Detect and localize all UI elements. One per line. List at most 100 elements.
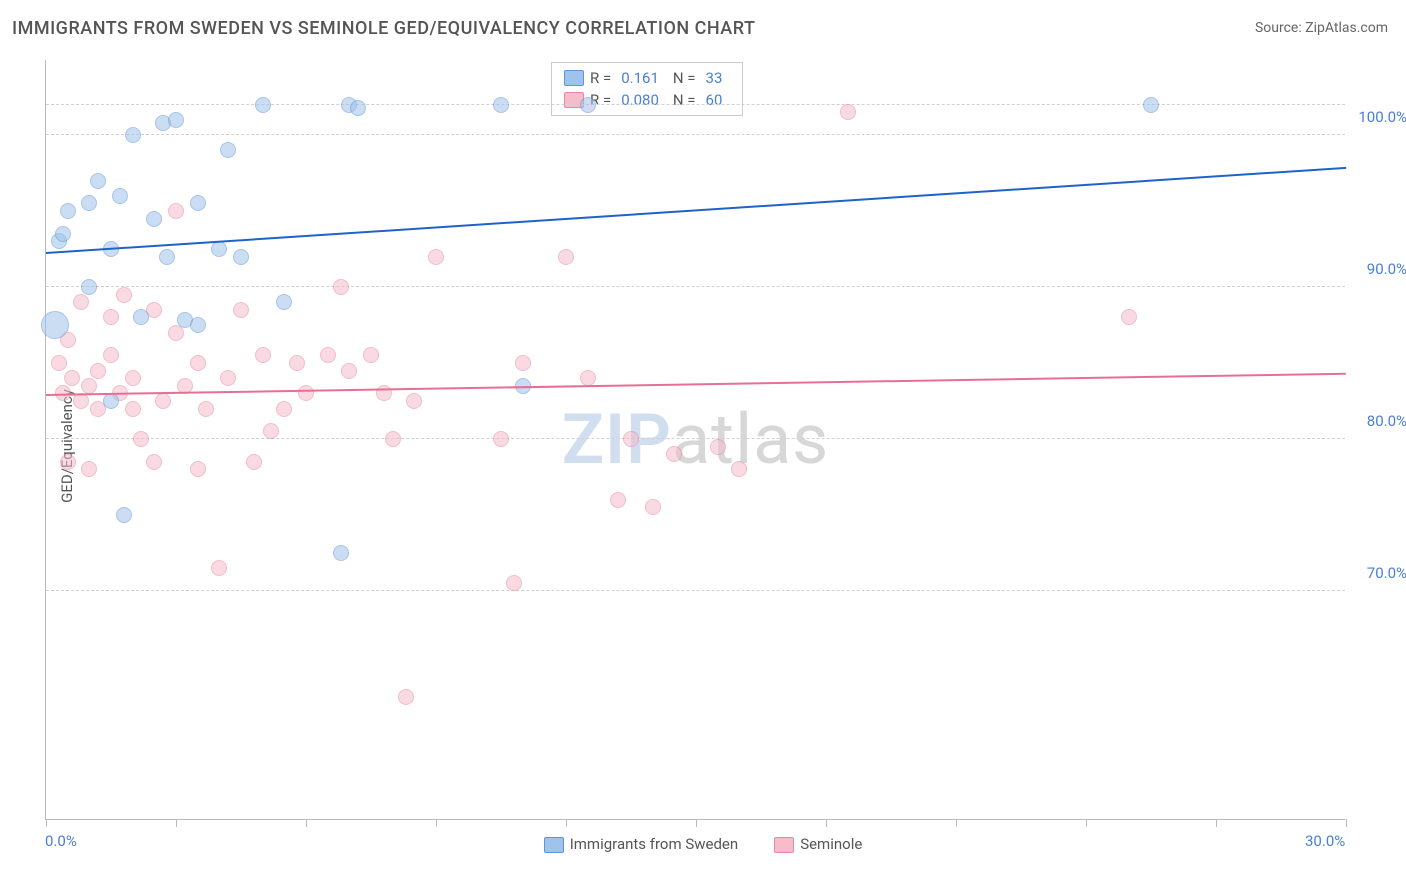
x-tick	[436, 819, 437, 827]
watermark-atlas: atlas	[672, 399, 829, 481]
chart-container: IMMIGRANTS FROM SWEDEN VS SEMINOLE GED/E…	[0, 0, 1406, 892]
data-point	[1143, 97, 1159, 113]
x-tick	[696, 819, 697, 827]
series-legend: Immigrants from Sweden Seminole	[0, 835, 1406, 853]
gridline-h	[46, 438, 1345, 439]
data-point	[341, 363, 357, 379]
data-point	[211, 241, 227, 257]
data-point	[645, 499, 661, 515]
x-tick	[1216, 819, 1217, 827]
data-point	[363, 347, 379, 363]
data-point	[398, 689, 414, 705]
x-tick	[566, 819, 567, 827]
data-point	[81, 378, 97, 394]
legend-swatch	[774, 837, 794, 853]
data-point	[133, 309, 149, 325]
data-point	[666, 446, 682, 462]
data-point	[1121, 309, 1137, 325]
data-point	[493, 431, 509, 447]
data-point	[233, 302, 249, 318]
data-point	[428, 249, 444, 265]
data-point	[220, 370, 236, 386]
data-point	[81, 461, 97, 477]
data-point	[710, 439, 726, 455]
data-point	[81, 279, 97, 295]
data-point	[60, 203, 76, 219]
data-point	[840, 104, 856, 120]
legend-r-value: 0.080	[621, 89, 659, 111]
legend-n-label: N =	[673, 67, 696, 89]
data-point	[41, 311, 69, 339]
data-point	[190, 461, 206, 477]
chart-title: IMMIGRANTS FROM SWEDEN VS SEMINOLE GED/E…	[12, 18, 755, 39]
data-point	[155, 393, 171, 409]
data-point	[276, 401, 292, 417]
legend-r-value: 0.161	[621, 67, 659, 89]
data-point	[51, 355, 67, 371]
data-point	[220, 142, 236, 158]
data-point	[125, 127, 141, 143]
data-point	[103, 309, 119, 325]
y-tick-label: 70.0%	[1367, 564, 1406, 582]
data-point	[112, 188, 128, 204]
data-point	[580, 97, 596, 113]
x-tick	[1086, 819, 1087, 827]
x-tick	[46, 819, 47, 827]
data-point	[125, 370, 141, 386]
data-point	[81, 195, 97, 211]
data-point	[168, 112, 184, 128]
data-point	[493, 97, 509, 113]
data-point	[610, 492, 626, 508]
footer-legend-item: Immigrants from Sweden	[544, 835, 738, 853]
data-point	[168, 203, 184, 219]
data-point	[190, 355, 206, 371]
data-point	[233, 249, 249, 265]
data-point	[558, 249, 574, 265]
source-attribution: Source: ZipAtlas.com	[1255, 20, 1388, 36]
data-point	[190, 195, 206, 211]
data-point	[125, 401, 141, 417]
x-tick-label: 30.0%	[1305, 832, 1345, 850]
data-point	[385, 431, 401, 447]
data-point	[289, 355, 305, 371]
data-point	[406, 393, 422, 409]
trend-line	[46, 166, 1346, 253]
x-tick	[956, 819, 957, 827]
x-tick-label: 0.0%	[45, 832, 77, 850]
data-point	[116, 287, 132, 303]
data-point	[133, 431, 149, 447]
data-point	[623, 431, 639, 447]
data-point	[103, 393, 119, 409]
y-tick-label: 90.0%	[1367, 260, 1406, 278]
data-point	[90, 363, 106, 379]
data-point	[580, 370, 596, 386]
data-point	[146, 211, 162, 227]
data-point	[255, 97, 271, 113]
data-point	[90, 173, 106, 189]
gridline-h	[46, 134, 1345, 135]
data-point	[64, 370, 80, 386]
footer-legend-item: Seminole	[774, 835, 862, 853]
data-point	[255, 347, 271, 363]
data-point	[103, 347, 119, 363]
footer-legend-label: Immigrants from Sweden	[570, 835, 738, 853]
data-point	[190, 317, 206, 333]
data-point	[263, 423, 279, 439]
watermark: ZIPatlas	[562, 399, 830, 481]
x-tick	[306, 819, 307, 827]
legend-swatch	[544, 837, 564, 853]
x-tick	[1346, 819, 1347, 827]
legend-n-value: 33	[706, 67, 723, 89]
data-point	[198, 401, 214, 417]
x-tick	[826, 819, 827, 827]
gridline-h	[46, 286, 1345, 287]
gridline-h	[46, 590, 1345, 591]
data-point	[276, 294, 292, 310]
y-tick-label: 80.0%	[1367, 412, 1406, 430]
footer-legend-label: Seminole	[800, 835, 862, 853]
data-point	[55, 226, 71, 242]
data-point	[246, 454, 262, 470]
data-point	[159, 249, 175, 265]
x-tick	[176, 819, 177, 827]
legend-n-value: 60	[706, 89, 723, 111]
